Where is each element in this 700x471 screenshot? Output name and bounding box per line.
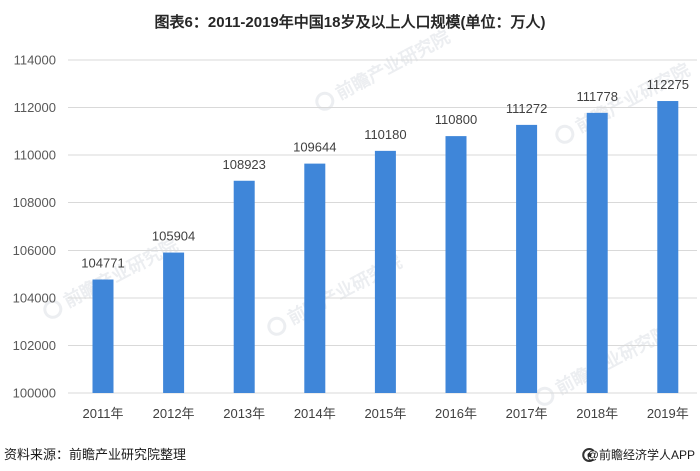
watermark-text: 前瞻产业研究院	[332, 26, 453, 104]
bar-2	[163, 252, 185, 393]
bar-1	[92, 279, 114, 393]
x-tick-label: 2012年	[153, 406, 195, 421]
bar-9	[657, 101, 679, 393]
data-labels: 104771 105904 108923 109644 110180 110800 1112…	[81, 77, 689, 270]
data-label: 105904	[152, 229, 195, 244]
watermark-logo-icon	[555, 124, 575, 144]
bar-6	[445, 136, 467, 393]
x-tick-label: 2015年	[364, 406, 406, 421]
y-tick-label: 104000	[13, 290, 56, 305]
brand-label: @前瞻经济学人APP	[587, 447, 695, 462]
watermark-text: 前瞻产业研究院	[552, 321, 673, 399]
y-tick-label: 114000	[14, 53, 56, 68]
chart-title: 图表6：2011-2019年中国18岁及以上人口规模(单位：万人)	[155, 13, 546, 31]
bars	[92, 101, 679, 394]
data-label: 108923	[223, 157, 266, 172]
x-tick-label: 2017年	[506, 406, 548, 421]
bar-8	[586, 112, 608, 393]
y-axis-tick-labels: 100000 102000 104000 106000 108000 110000 1120…	[13, 53, 56, 401]
data-label: 104771	[81, 256, 124, 271]
brand: @前瞻经济学人APP	[582, 447, 695, 462]
watermark-logo-icon	[43, 299, 63, 319]
y-tick-label: 108000	[13, 195, 56, 210]
y-tick-label: 110000	[14, 148, 56, 163]
bar-3	[233, 180, 255, 393]
source-note: 资料来源：前瞻产业研究院整理	[4, 447, 186, 462]
qianzhan-logo-icon	[582, 448, 595, 462]
watermark-logo-icon	[267, 316, 287, 336]
x-axis-tick-labels: 2011年 2012年 2013年 2014年 2015年 2016年 2017年 2018年…	[83, 406, 689, 421]
bar-5	[374, 150, 396, 393]
data-label: 110180	[364, 127, 406, 142]
data-label: 112275	[647, 77, 689, 92]
x-tick-label: 2011年	[83, 406, 124, 421]
bar-4	[304, 163, 326, 393]
watermark-logo-icon	[535, 386, 555, 406]
x-tick-label: 2014年	[294, 406, 336, 421]
data-label: 109644	[293, 140, 336, 155]
x-tick-label: 2018年	[576, 406, 618, 421]
watermark-text: 前瞻产业研究院	[60, 234, 181, 312]
bar-7	[516, 124, 538, 394]
watermark: 前瞻产业研究院	[315, 26, 453, 111]
y-tick-label: 102000	[13, 338, 56, 353]
data-label: 111272	[506, 101, 547, 116]
y-tick-label: 106000	[13, 243, 56, 258]
data-label: 110800	[435, 112, 477, 127]
y-tick-label: 112000	[14, 100, 56, 115]
x-tick-label: 2016年	[435, 406, 477, 421]
y-tick-label: 100000	[13, 386, 56, 401]
x-tick-label: 2019年	[647, 406, 689, 421]
x-tick-label: 2013年	[223, 406, 265, 421]
watermark-logo-icon	[315, 91, 335, 111]
data-label: 111778	[576, 89, 617, 104]
